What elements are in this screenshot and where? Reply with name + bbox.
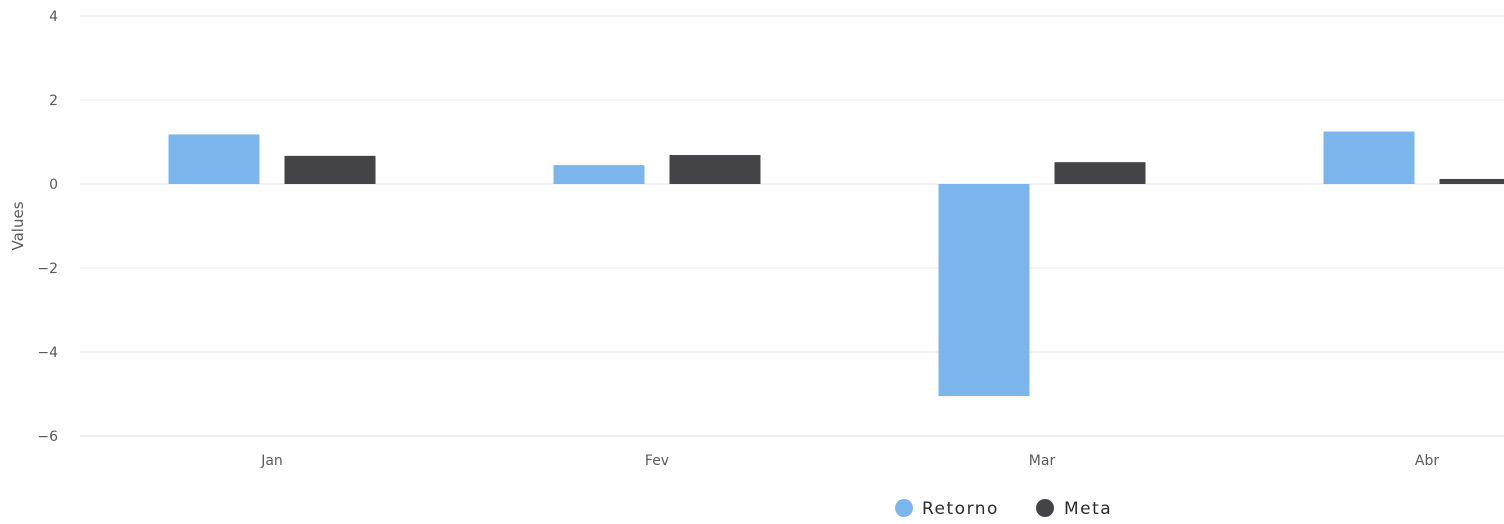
legend-item-retorno[interactable]: Retorno — [895, 499, 999, 519]
y-axis-ticks: 4 2 0 −2 −4 −6 — [37, 9, 58, 445]
y-tick-label: 0 — [49, 177, 58, 193]
bar-meta-fev — [669, 155, 761, 184]
bar-meta-mar — [1054, 162, 1146, 184]
bar-retorno-mar — [938, 184, 1030, 397]
x-tick-label: Jan — [260, 453, 283, 469]
y-tick-label: −2 — [37, 261, 58, 277]
legend: Retorno Meta — [895, 499, 1112, 519]
legend-swatch — [895, 499, 913, 517]
x-tick-label: Abr — [1415, 453, 1439, 469]
bars — [168, 131, 1504, 397]
x-tick-label: Fev — [645, 453, 669, 469]
bar-retorno-jan — [168, 134, 260, 184]
legend-label: Meta — [1064, 499, 1112, 519]
y-tick-label: 2 — [49, 93, 58, 109]
y-tick-label: −4 — [37, 345, 58, 361]
bar-meta-jan — [284, 155, 376, 184]
x-axis-ticks: Jan Fev Mar Abr — [260, 453, 1439, 469]
bar-retorno-abr — [1323, 131, 1415, 184]
x-tick-label: Mar — [1029, 453, 1056, 469]
grid-lines — [80, 15, 1504, 437]
legend-label: Retorno — [922, 499, 999, 519]
y-tick-label: 4 — [49, 9, 58, 25]
y-axis-title: Values — [9, 201, 27, 250]
bar-meta-abr — [1439, 178, 1504, 184]
y-tick-label: −6 — [37, 429, 58, 445]
legend-item-meta[interactable]: Meta — [1036, 499, 1112, 519]
bar-retorno-fev — [553, 165, 645, 184]
legend-swatch — [1036, 499, 1054, 517]
